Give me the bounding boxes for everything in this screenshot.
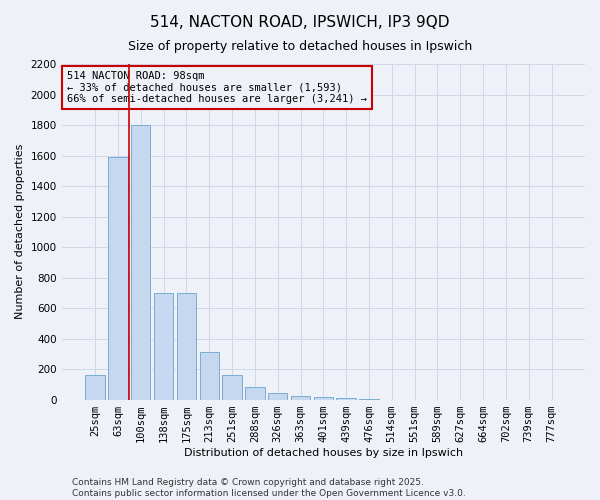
Y-axis label: Number of detached properties: Number of detached properties xyxy=(15,144,25,320)
Bar xyxy=(223,375,242,400)
Text: Contains HM Land Registry data © Crown copyright and database right 2025.
Contai: Contains HM Land Registry data © Crown c… xyxy=(72,478,466,498)
Bar xyxy=(177,293,196,400)
Bar xyxy=(245,388,265,400)
Bar xyxy=(108,157,128,400)
Bar xyxy=(200,352,219,400)
Bar xyxy=(131,125,151,400)
Bar xyxy=(314,398,333,400)
Bar xyxy=(268,392,287,400)
Bar xyxy=(291,396,310,400)
Bar xyxy=(154,293,173,400)
Bar xyxy=(337,398,356,400)
X-axis label: Distribution of detached houses by size in Ipswich: Distribution of detached houses by size … xyxy=(184,448,463,458)
Bar xyxy=(85,375,105,400)
Text: 514 NACTON ROAD: 98sqm
← 33% of detached houses are smaller (1,593)
66% of semi-: 514 NACTON ROAD: 98sqm ← 33% of detached… xyxy=(67,70,367,104)
Text: 514, NACTON ROAD, IPSWICH, IP3 9QD: 514, NACTON ROAD, IPSWICH, IP3 9QD xyxy=(150,15,450,30)
Text: Size of property relative to detached houses in Ipswich: Size of property relative to detached ho… xyxy=(128,40,472,53)
